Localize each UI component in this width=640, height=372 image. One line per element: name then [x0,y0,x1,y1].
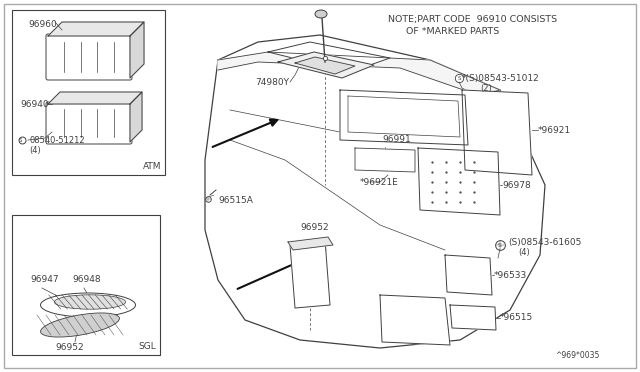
Text: SGL: SGL [138,342,156,351]
Text: 96991: 96991 [382,135,411,144]
Ellipse shape [54,295,125,309]
Text: *96921: *96921 [538,125,571,135]
Bar [12,10,165,175]
FancyBboxPatch shape [46,34,132,80]
Text: 08540-51212: 08540-51212 [29,135,84,144]
Text: 96515A: 96515A [218,196,253,205]
Text: ^969*0035: ^969*0035 [555,351,600,360]
Ellipse shape [40,313,120,337]
Text: 96952: 96952 [300,223,328,232]
Polygon shape [290,240,330,308]
Text: S: S [457,76,461,80]
Text: (S)08543-61605: (S)08543-61605 [508,237,581,247]
Text: (2): (2) [480,83,492,93]
Polygon shape [462,90,532,175]
Text: (4): (4) [518,247,530,257]
Polygon shape [288,237,333,250]
Polygon shape [445,255,492,295]
Text: 96948: 96948 [72,276,100,285]
Text: 96952: 96952 [55,343,84,353]
Polygon shape [130,22,144,78]
Polygon shape [48,22,144,36]
Polygon shape [48,92,142,104]
Polygon shape [380,295,450,345]
Polygon shape [340,90,468,145]
Polygon shape [130,92,142,142]
Ellipse shape [40,293,136,317]
Ellipse shape [315,10,327,18]
FancyBboxPatch shape [46,102,132,144]
Polygon shape [418,148,500,215]
Text: ATM: ATM [143,162,161,171]
Polygon shape [450,305,496,330]
Polygon shape [355,148,415,172]
Text: 96960: 96960 [28,20,57,29]
Text: *(S)08543-51012: *(S)08543-51012 [462,74,540,83]
Text: *96515: *96515 [500,314,533,323]
Text: NOTE;PART CODE  96910 CONSISTS: NOTE;PART CODE 96910 CONSISTS [388,15,557,24]
Polygon shape [205,35,545,348]
Bar [12,215,160,355]
Polygon shape [268,42,390,72]
Text: 74980Y: 74980Y [255,77,289,87]
Text: S: S [19,138,22,142]
Polygon shape [295,57,355,74]
Text: S: S [498,243,502,247]
Text: *96533: *96533 [494,270,527,279]
Text: 96978: 96978 [502,180,531,189]
Text: OF *MARKED PARTS: OF *MARKED PARTS [388,27,499,36]
Text: *96921E: *96921E [360,177,399,186]
Text: 96940: 96940 [20,99,49,109]
Polygon shape [278,52,374,78]
Text: 96947: 96947 [30,276,59,285]
Text: (4): (4) [29,145,41,154]
Polygon shape [218,52,500,95]
